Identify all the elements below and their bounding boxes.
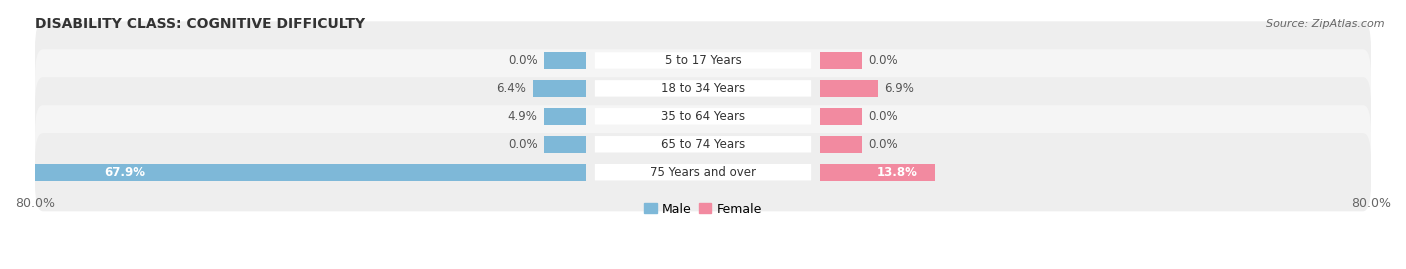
Text: 0.0%: 0.0% <box>869 54 898 67</box>
Bar <box>544 136 586 153</box>
FancyBboxPatch shape <box>595 164 811 180</box>
Bar <box>533 80 586 97</box>
Text: 0.0%: 0.0% <box>869 110 898 123</box>
Bar <box>820 108 862 125</box>
Text: 0.0%: 0.0% <box>869 138 898 151</box>
FancyBboxPatch shape <box>595 136 811 153</box>
Legend: Male, Female: Male, Female <box>640 198 766 221</box>
Text: 6.4%: 6.4% <box>496 82 526 95</box>
Text: DISABILITY CLASS: COGNITIVE DIFFICULTY: DISABILITY CLASS: COGNITIVE DIFFICULTY <box>35 17 366 31</box>
FancyBboxPatch shape <box>35 133 1371 211</box>
Text: 65 to 74 Years: 65 to 74 Years <box>661 138 745 151</box>
Text: 75 Years and over: 75 Years and over <box>650 166 756 179</box>
FancyBboxPatch shape <box>35 49 1371 128</box>
Text: 5 to 17 Years: 5 to 17 Years <box>665 54 741 67</box>
Bar <box>820 136 862 153</box>
Bar <box>820 52 862 69</box>
FancyBboxPatch shape <box>595 80 811 97</box>
Text: 35 to 64 Years: 35 to 64 Years <box>661 110 745 123</box>
Text: 0.0%: 0.0% <box>508 138 537 151</box>
FancyBboxPatch shape <box>595 108 811 125</box>
Bar <box>544 108 586 125</box>
Text: Source: ZipAtlas.com: Source: ZipAtlas.com <box>1267 19 1385 29</box>
Text: 0.0%: 0.0% <box>508 54 537 67</box>
FancyBboxPatch shape <box>35 105 1371 183</box>
Bar <box>20 164 586 181</box>
Text: 6.9%: 6.9% <box>884 82 914 95</box>
FancyBboxPatch shape <box>35 77 1371 155</box>
Bar <box>820 80 877 97</box>
Bar <box>820 164 935 181</box>
Bar <box>544 52 586 69</box>
Text: 18 to 34 Years: 18 to 34 Years <box>661 82 745 95</box>
Text: 13.8%: 13.8% <box>877 166 918 179</box>
Text: 4.9%: 4.9% <box>508 110 537 123</box>
FancyBboxPatch shape <box>595 52 811 69</box>
Text: 67.9%: 67.9% <box>104 166 145 179</box>
FancyBboxPatch shape <box>35 21 1371 100</box>
